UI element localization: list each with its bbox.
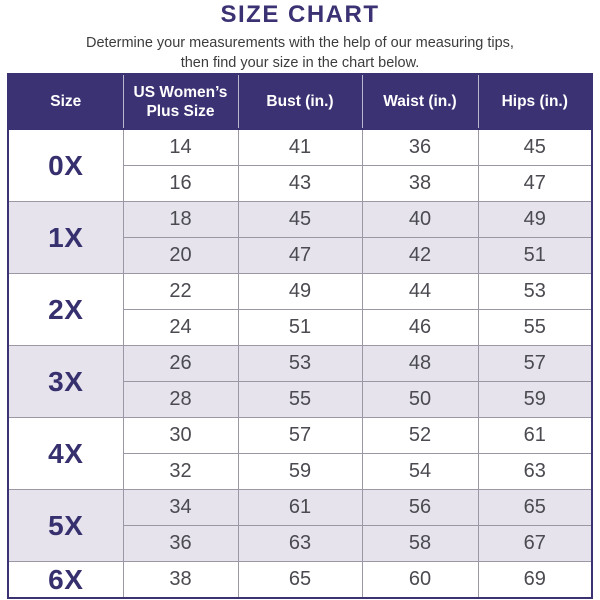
measurement-cell: 49	[237, 273, 362, 310]
measurement-cell: 45	[237, 201, 362, 238]
measurement-cell: 59	[477, 381, 592, 418]
size-chart-table: Size US Women’s Plus Size Bust (in.) Wai…	[7, 73, 593, 599]
measurement-cell: 51	[477, 237, 592, 274]
size-group-label-5x: 5X	[8, 489, 123, 562]
measurement-cell: 65	[477, 489, 592, 526]
table-header: Size US Women’s Plus Size Bust (in.) Wai…	[8, 74, 592, 130]
measurement-cell: 57	[237, 417, 362, 454]
table-row: 16 43 38 47	[8, 165, 592, 202]
table-row: 2X 22 49 44 53	[8, 273, 592, 346]
header-cell-hips: Hips (in.)	[477, 74, 592, 130]
header-cell-plus-size: US Women’s Plus Size	[122, 74, 238, 130]
measurement-cell: 56	[361, 489, 478, 526]
measurement-cell: 58	[361, 525, 478, 562]
measurement-cell: 41	[237, 128, 362, 166]
measurement-cell: 57	[477, 345, 592, 382]
table-row: 36 63 58 67	[8, 525, 592, 562]
subtitle: Determine your measurements with the hel…	[0, 33, 600, 73]
measurement-cell: 34	[122, 489, 238, 526]
measurement-cell: 45	[477, 128, 592, 166]
measurement-cell: 65	[237, 561, 362, 598]
measurement-cell: 52	[361, 417, 478, 454]
measurement-cell: 44	[361, 273, 478, 310]
table-row: 6X 38 65 60 69	[8, 561, 592, 598]
measurement-cell: 47	[477, 165, 592, 202]
measurement-cell: 40	[361, 201, 478, 238]
measurement-cell: 60	[361, 561, 478, 598]
size-group-label-2x: 2X	[8, 273, 123, 346]
size-group-label-4x: 4X	[8, 417, 123, 490]
measurement-cell: 63	[237, 525, 362, 562]
size-group-label-0x: 0X	[8, 128, 123, 202]
header-cell-bust: Bust (in.)	[237, 74, 362, 130]
measurement-cell: 61	[237, 489, 362, 526]
table-body: 0X 14 41 36 45 16 43 38 47 1X 18 45 40 4…	[8, 128, 592, 598]
measurement-cell: 24	[122, 309, 238, 346]
table-row: 20 47 42 51	[8, 237, 592, 274]
measurement-cell: 46	[361, 309, 478, 346]
table-row: 1X 18 45 40 49	[8, 201, 592, 274]
size-group-label-3x: 3X	[8, 345, 123, 418]
header-cell-waist: Waist (in.)	[361, 74, 478, 130]
table-row: 5X 34 61 56 65	[8, 489, 592, 562]
measurement-cell: 47	[237, 237, 362, 274]
measurement-cell: 59	[237, 453, 362, 490]
measurement-cell: 18	[122, 201, 238, 238]
page-title: SIZE CHART	[220, 1, 380, 28]
table-row: 32 59 54 63	[8, 453, 592, 490]
measurement-cell: 26	[122, 345, 238, 382]
subtitle-line-1: Determine your measurements with the hel…	[86, 35, 514, 51]
measurement-cell: 69	[477, 561, 592, 598]
size-group-label-6x: 6X	[8, 561, 123, 598]
measurement-cell: 32	[122, 453, 238, 490]
measurement-cell: 16	[122, 165, 238, 202]
measurement-cell: 28	[122, 381, 238, 418]
header-cell-size: Size	[8, 74, 123, 130]
measurement-cell: 53	[237, 345, 362, 382]
measurement-cell: 63	[477, 453, 592, 490]
measurement-cell: 43	[237, 165, 362, 202]
measurement-cell: 20	[122, 237, 238, 274]
measurement-cell: 50	[361, 381, 478, 418]
measurement-cell: 30	[122, 417, 238, 454]
subtitle-line-2: then find your size in the chart below.	[180, 55, 420, 71]
table-row: 4X 30 57 52 61	[8, 417, 592, 490]
table-row: 28 55 50 59	[8, 381, 592, 418]
measurement-cell: 51	[237, 309, 362, 346]
measurement-cell: 22	[122, 273, 238, 310]
measurement-cell: 67	[477, 525, 592, 562]
measurement-cell: 48	[361, 345, 478, 382]
size-group-label-1x: 1X	[8, 201, 123, 274]
measurement-cell: 42	[361, 237, 478, 274]
table-row: 0X 14 41 36 45	[8, 128, 592, 202]
measurement-cell: 53	[477, 273, 592, 310]
header-row: Size US Women’s Plus Size Bust (in.) Wai…	[8, 74, 592, 130]
measurement-cell: 38	[122, 561, 238, 598]
measurement-cell: 55	[237, 381, 362, 418]
measurement-cell: 36	[361, 128, 478, 166]
table-row: 3X 26 53 48 57	[8, 345, 592, 418]
measurement-cell: 55	[477, 309, 592, 346]
measurement-cell: 36	[122, 525, 238, 562]
measurement-cell: 54	[361, 453, 478, 490]
measurement-cell: 38	[361, 165, 478, 202]
table-row: 24 51 46 55	[8, 309, 592, 346]
measurement-cell: 49	[477, 201, 592, 238]
measurement-cell: 61	[477, 417, 592, 454]
measurement-cell: 14	[122, 128, 238, 166]
